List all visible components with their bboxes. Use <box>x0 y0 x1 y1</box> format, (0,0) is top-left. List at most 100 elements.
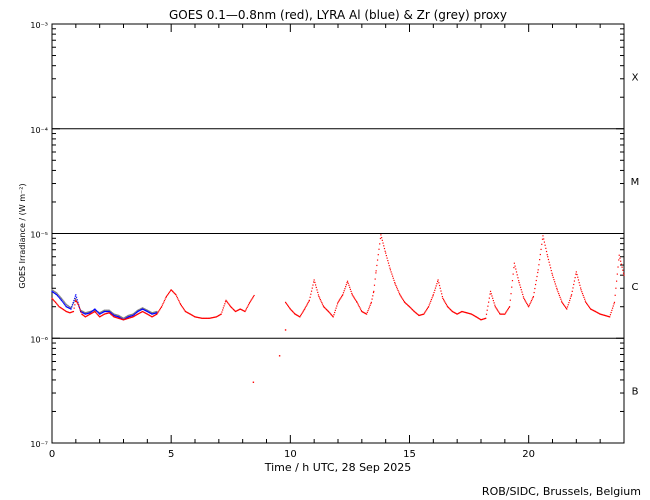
data-point <box>619 257 621 259</box>
data-point <box>493 302 495 304</box>
data-point <box>116 317 119 319</box>
data-point <box>80 310 82 313</box>
data-point <box>233 309 235 311</box>
data-point <box>114 316 116 318</box>
data-point <box>89 313 91 315</box>
data-point <box>333 314 335 316</box>
data-point <box>92 309 94 312</box>
data-point <box>79 308 81 310</box>
data-point <box>352 295 354 297</box>
data-point <box>533 291 535 294</box>
data-point <box>112 315 114 317</box>
data-point <box>299 315 302 317</box>
data-point <box>140 308 142 310</box>
data-point <box>511 280 514 282</box>
data-point <box>512 273 514 275</box>
data-layer <box>51 234 625 383</box>
data-point <box>569 299 571 302</box>
data-point <box>105 310 107 313</box>
data-point <box>94 310 96 313</box>
data-point <box>83 311 85 313</box>
data-point <box>137 309 139 311</box>
data-point <box>147 313 149 316</box>
data-point <box>622 269 624 271</box>
data-point <box>90 311 92 313</box>
data-point <box>110 311 112 313</box>
data-point <box>309 296 311 298</box>
data-point <box>133 313 136 315</box>
data-point <box>549 267 552 269</box>
data-point <box>130 314 132 316</box>
data-point <box>69 306 71 308</box>
data-point <box>392 277 394 279</box>
data-point <box>371 298 373 300</box>
data-point <box>131 316 133 318</box>
data-point <box>398 293 401 295</box>
data-point <box>609 316 611 318</box>
x-tick-label: 20 <box>522 449 535 460</box>
data-point <box>434 289 436 291</box>
data-point <box>587 304 589 306</box>
data-point <box>137 313 139 315</box>
data-point <box>509 299 511 301</box>
data-point <box>314 284 317 286</box>
data-point <box>355 299 357 302</box>
data-point <box>75 296 78 298</box>
data-point <box>593 310 595 312</box>
data-point <box>301 312 303 314</box>
data-point <box>137 310 140 312</box>
data-point <box>164 298 166 300</box>
data-point <box>568 302 570 304</box>
data-point <box>433 291 435 294</box>
data-point <box>397 289 399 292</box>
data-point <box>97 314 99 316</box>
data-point <box>451 310 453 313</box>
data-point <box>239 308 241 310</box>
data-point <box>543 238 545 240</box>
data-point <box>106 310 108 313</box>
data-point <box>368 306 371 308</box>
data-point <box>118 316 121 318</box>
data-point <box>110 312 112 314</box>
data-point <box>57 304 59 306</box>
data-point <box>381 237 383 239</box>
data-point <box>182 308 185 310</box>
data-point <box>108 309 110 311</box>
data-point <box>149 312 151 314</box>
data-point <box>63 303 65 305</box>
data-point <box>419 314 422 316</box>
data-point <box>207 317 210 319</box>
data-point <box>52 298 54 300</box>
data-point <box>369 304 371 306</box>
data-point <box>113 313 115 315</box>
data-point <box>154 314 156 316</box>
data-point <box>507 309 509 311</box>
data-point <box>605 315 607 317</box>
data-point <box>150 311 152 313</box>
data-point <box>81 310 83 312</box>
data-point <box>75 299 77 301</box>
data-point <box>581 291 583 293</box>
data-point <box>120 316 123 318</box>
data-point <box>434 287 437 289</box>
x-tick-label: 15 <box>403 449 416 460</box>
data-point <box>134 315 136 317</box>
data-point <box>62 308 65 311</box>
data-point <box>105 309 107 311</box>
data-point <box>462 311 464 313</box>
data-point <box>191 314 193 316</box>
data-point <box>252 297 254 299</box>
data-point <box>588 305 590 307</box>
data-point <box>372 295 374 297</box>
data-point <box>124 318 126 320</box>
data-point <box>74 300 76 302</box>
data-point <box>78 305 80 308</box>
data-point <box>56 293 59 295</box>
data-point <box>416 313 418 315</box>
data-point <box>287 305 290 307</box>
data-point <box>248 302 250 304</box>
data-point <box>136 310 138 312</box>
data-point <box>601 314 603 316</box>
data-point <box>206 317 208 319</box>
data-point <box>55 302 57 304</box>
